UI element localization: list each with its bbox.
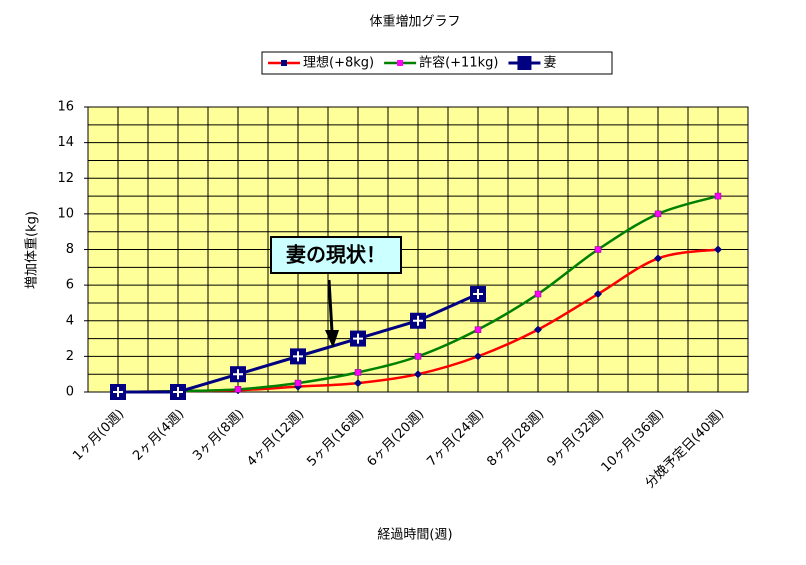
marker xyxy=(714,245,722,254)
x-tick-label: 7ヶ月(24週) xyxy=(424,407,487,470)
callout-arrow xyxy=(327,279,334,333)
y-tick-label: 6 xyxy=(66,278,74,293)
marker xyxy=(414,353,422,360)
marker-cross xyxy=(353,333,363,344)
x-tick-label: 1ヶ月(0週) xyxy=(70,407,127,464)
x-axis-title: 経過時間(週) xyxy=(377,528,452,543)
marker xyxy=(714,192,722,200)
marker xyxy=(170,384,186,400)
series-line xyxy=(117,194,719,394)
marker xyxy=(470,286,486,303)
marker xyxy=(534,325,542,334)
marker xyxy=(410,312,426,329)
marker-cross xyxy=(233,369,243,380)
y-tick-label: 4 xyxy=(66,313,74,328)
y-tick-label: 8 xyxy=(66,242,74,257)
marker xyxy=(354,379,362,388)
y-tick-label: 14 xyxy=(57,135,74,150)
y-axis-title: 増加体重(kg) xyxy=(24,211,40,289)
marker-cross xyxy=(473,289,483,300)
marker xyxy=(110,384,126,400)
marker xyxy=(474,326,482,333)
marker-cross xyxy=(113,387,123,397)
marker xyxy=(654,210,662,218)
legend-label: 妻 xyxy=(543,56,556,71)
marker-cross xyxy=(413,315,423,326)
marker xyxy=(350,330,366,347)
callout-box xyxy=(270,236,402,274)
legend-marker xyxy=(397,60,404,66)
x-tick-label: 4ヶ月(12週) xyxy=(244,407,307,470)
y-tick-label: 16 xyxy=(57,100,74,115)
y-tick-label: 0 xyxy=(66,385,74,400)
x-tick-label: 5ヶ月(16週) xyxy=(304,407,367,470)
legend-marker xyxy=(281,60,287,66)
legend-marker xyxy=(517,56,532,70)
callout-arrowhead xyxy=(325,330,339,348)
marker xyxy=(474,352,482,361)
y-tick-label: 12 xyxy=(57,171,74,186)
marker-cross xyxy=(173,387,183,397)
marker xyxy=(534,290,542,298)
marker xyxy=(414,370,422,379)
x-tick-label: 2ヶ月(4週) xyxy=(130,407,187,464)
x-tick-label: 3ヶ月(8週) xyxy=(190,407,247,464)
callout-text: 妻の現状！ xyxy=(286,243,386,267)
marker xyxy=(594,290,602,299)
marker xyxy=(354,369,362,376)
marker-cross xyxy=(293,351,303,362)
marker xyxy=(234,386,242,393)
plot-border xyxy=(87,106,749,393)
legend-label: 理想(+8kg) xyxy=(303,55,374,71)
x-tick-label: 9ヶ月(32週) xyxy=(544,407,607,470)
y-tick-label: 2 xyxy=(66,349,74,364)
marker xyxy=(294,379,302,387)
y-tick-label: 10 xyxy=(57,206,74,221)
marker xyxy=(290,348,306,365)
legend-label: 許容(+11kg) xyxy=(419,55,498,71)
x-tick-label: 8ヶ月(28週) xyxy=(484,407,547,470)
marker xyxy=(594,246,602,253)
chart-title: 体重増加グラフ xyxy=(369,14,460,30)
marker xyxy=(654,254,662,263)
x-tick-label: 6ヶ月(20週) xyxy=(364,407,427,470)
marker xyxy=(230,366,246,383)
